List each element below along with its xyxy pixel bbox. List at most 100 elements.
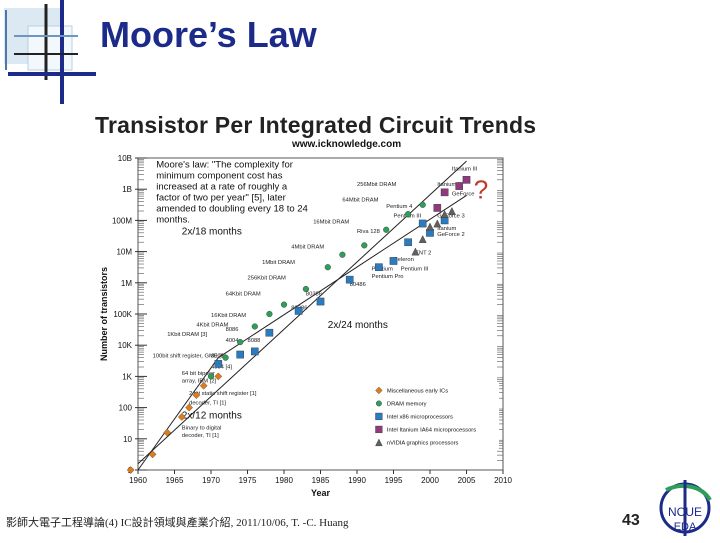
- ncue-eda-logo: NCUE EDA: [652, 478, 718, 538]
- data-point-diamond: [199, 381, 208, 390]
- moores-law-quote: Moore's law: "The complexity for minimum …: [156, 159, 308, 225]
- x-tick-label: 2005: [458, 476, 476, 485]
- data-annotation: 4004: [226, 338, 240, 344]
- data-point-circle: [222, 354, 229, 361]
- data-annotation: 80486: [350, 282, 366, 288]
- data-point-diamond: [163, 428, 172, 437]
- data-point-circle: [302, 285, 309, 293]
- data-annotation: Riva 128: [357, 229, 380, 235]
- data-annotation: decoder, TI [1]: [189, 400, 226, 406]
- data-point-circle: [280, 301, 288, 308]
- data-point-square: [250, 347, 259, 356]
- data-annotation: 16Kbit DRAM: [211, 313, 246, 319]
- transistor-chart: 1101001K10K100K1M10M100M1B10B19601965197…: [99, 154, 512, 498]
- data-point-diamond: [185, 403, 193, 412]
- data-point-circle: [383, 226, 390, 233]
- legend-marker: [375, 386, 383, 395]
- data-annotation: decoder, TI [1]: [182, 433, 219, 439]
- footer-text: 影師大電子工程導論(4) IC設計領域與產業介紹, 2011/10/06, T.…: [6, 517, 349, 529]
- data-annotation: 16Mbit DRAM: [313, 220, 349, 226]
- x-tick-label: 1985: [312, 476, 330, 485]
- legend-label: Miscellaneous early ICs: [387, 388, 448, 394]
- data-point-circle: [405, 211, 412, 218]
- data-annotation: array, IBM [2]: [182, 379, 217, 385]
- data-point-circle: [266, 310, 273, 318]
- x-tick-label: 2000: [421, 476, 439, 485]
- data-point-diamond: [177, 413, 186, 421]
- data-point-circle: [324, 264, 331, 271]
- data-annotation: Binary to digital: [182, 425, 222, 431]
- data-point-square: [236, 350, 245, 359]
- x-tick-label: 1980: [275, 476, 293, 485]
- x-axis-label: Year: [311, 488, 331, 498]
- x-tick-label: 1975: [239, 476, 257, 485]
- legend-label: nVIDIA graphics processors: [387, 440, 459, 446]
- y-tick-label: 100M: [112, 216, 132, 225]
- data-point-square: [265, 328, 274, 337]
- data-annotation: GeForce 3: [437, 213, 464, 219]
- data-point-square: [389, 257, 398, 265]
- data-point-square: [418, 219, 427, 228]
- data-point-circle: [419, 201, 426, 208]
- data-point-triangle: [440, 210, 449, 218]
- data-annotation: 8008: [211, 354, 224, 360]
- data-annotation: 1Kbit DRAM [3]: [167, 332, 207, 338]
- chart-title: Transistor Per Integrated Circuit Trends: [95, 112, 537, 138]
- y-tick-label: 100: [119, 404, 133, 413]
- data-annotation: 256Mbit DRAM: [357, 182, 396, 188]
- y-tick-label: 1B: [122, 185, 132, 194]
- data-annotation: Itanium III: [452, 166, 478, 172]
- data-annotation: 4Kbit DRAM: [196, 322, 228, 328]
- x-tick-label: 1970: [202, 476, 220, 485]
- trend-label: 2x/12 months: [182, 411, 242, 422]
- data-point-square: [433, 204, 442, 212]
- data-annotation: Itanium: [437, 226, 456, 232]
- legend-marker: [375, 438, 383, 447]
- data-point-diamond: [214, 372, 223, 381]
- data-annotation: 64Mbit DRAM: [342, 198, 378, 204]
- trend-label: 2x/24 months: [328, 320, 388, 331]
- data-annotation: TNT 2: [415, 251, 431, 257]
- data-point-circle: [339, 251, 346, 258]
- legend-marker: [375, 425, 383, 434]
- question-mark: ?: [474, 175, 488, 205]
- data-point-square: [440, 188, 449, 197]
- data-point-square: [214, 360, 223, 368]
- data-point-square: [462, 176, 471, 184]
- data-point-circle: [207, 373, 215, 380]
- legend-marker: [375, 400, 382, 407]
- data-annotation: Celeron: [394, 257, 414, 263]
- data-annotation: 100bit shift register, GME [1]: [153, 354, 227, 360]
- legend-label: DRAM memory: [387, 401, 427, 407]
- trend-label: 2x/18 months: [182, 226, 242, 237]
- y-tick-label: 10B: [118, 154, 132, 163]
- data-point-triangle: [447, 206, 456, 215]
- y-tick-label: 10K: [118, 341, 133, 350]
- data-annotation: 4Mbit DRAM: [291, 244, 324, 250]
- data-point-diamond: [126, 466, 135, 474]
- data-annotation: 64Kbit DRAM: [226, 291, 261, 297]
- data-point-circle: [237, 338, 244, 346]
- data-point-triangle: [418, 235, 427, 243]
- data-point-circle: [251, 323, 258, 330]
- y-tick-label: 1K: [122, 372, 132, 381]
- y-tick-label: 10: [123, 435, 132, 444]
- data-annotation: 256Kbit DRAM: [248, 276, 287, 282]
- x-tick-label: 1995: [385, 476, 403, 485]
- slide-title: Moore’s Law: [100, 14, 317, 55]
- y-tick-label: 1M: [121, 279, 132, 288]
- chart-subtitle: www.icknowledge.com: [292, 139, 402, 150]
- data-point-square: [375, 263, 383, 271]
- data-point-circle: [361, 242, 368, 249]
- data-point-triangle: [426, 222, 434, 231]
- x-tick-label: 2010: [494, 476, 512, 485]
- x-tick-label: 1965: [166, 476, 184, 485]
- data-point-square: [345, 275, 354, 284]
- y-axis-label: Number of transistors: [99, 267, 109, 361]
- title-corner-graphic: [0, 0, 100, 110]
- data-annotation: Itanium II: [437, 182, 461, 188]
- data-annotation: Pentium Pro: [372, 274, 404, 280]
- data-point-square: [404, 238, 412, 247]
- data-point-square: [294, 307, 303, 315]
- data-annotation: Pentium 4: [386, 204, 413, 210]
